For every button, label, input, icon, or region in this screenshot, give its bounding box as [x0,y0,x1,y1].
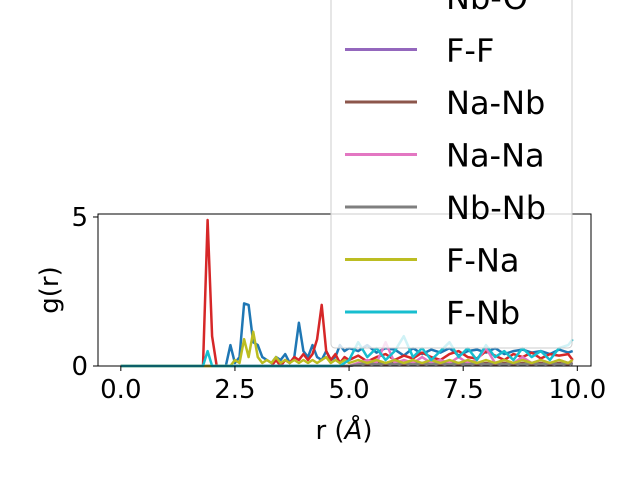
legend-label: Na-Nb [446,84,545,122]
legend-label: Nb-O [446,0,528,17]
y-tick-label: 5 [71,203,88,233]
legend-label: F-Nb [446,294,520,332]
legend: Nb-O F-F Na-Nb Na-Na Nb-Nb F-Na F-Nb [330,0,573,349]
x-axis-label: r (Å) [315,414,372,446]
x-tick-label: 2.5 [214,375,255,405]
y-axis-ticks: 05 [71,203,98,382]
x-axis-ticks: 0.0 2.5 5.0 7.5 10.0 [100,366,606,405]
x-tick-label: 10.0 [548,375,606,405]
legend-label: Nb-Nb [446,189,546,227]
y-axis-label: g(r) [35,266,65,313]
legend-label: Na-Na [446,137,545,175]
legend-label: F-Na [446,242,520,280]
y-tick-label: 0 [71,352,88,382]
x-tick-label: 7.5 [443,375,484,405]
legend-label: F-F [446,32,494,70]
x-tick-label: 5.0 [328,375,369,405]
x-tick-label: 0.0 [100,375,141,405]
